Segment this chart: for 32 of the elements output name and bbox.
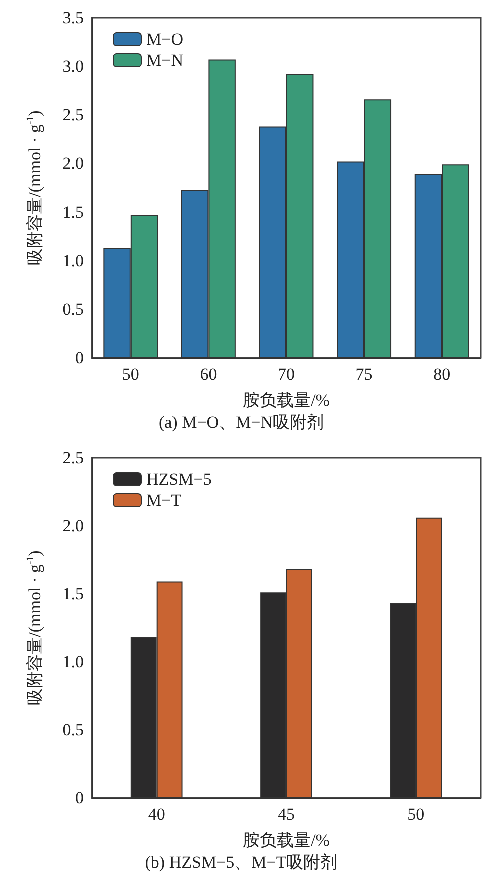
y-tick-label: 1.0 <box>62 652 84 672</box>
text: (a) M−O、M−N吸附剂 <box>158 413 324 432</box>
legend-label: M−T <box>146 491 182 510</box>
x-tick-label: 75 <box>356 365 373 384</box>
y-tick-label: 1.5 <box>62 584 84 604</box>
y-tick-label: 0.5 <box>62 720 84 740</box>
x-tick-label: 60 <box>200 365 218 384</box>
legend-label: M−N <box>146 51 184 70</box>
x-tick-label: 70 <box>278 365 295 384</box>
x-axis-title: 胺负载量/% <box>243 391 330 410</box>
y-tick-label: 2.0 <box>62 154 84 174</box>
x-axis-title: 胺负载量/% <box>243 831 330 850</box>
y-tick-label: 1.5 <box>62 202 84 222</box>
y-tick-label: 3.0 <box>62 57 84 76</box>
y-tick-label: 0 <box>76 348 84 368</box>
y-axis-title: 吸附容量/(mmol · g-1) <box>26 110 44 266</box>
y-tick-label: 1.0 <box>62 251 84 270</box>
text: (b) HZSM−5、M−T吸附剂 <box>145 853 338 872</box>
y-tick-label: 2.5 <box>62 448 84 468</box>
x-tick-label: 80 <box>434 365 451 384</box>
x-tick-label: 45 <box>278 805 295 824</box>
y-tick-label: 3.5 <box>62 8 84 28</box>
legend-label: HZSM−5 <box>146 470 212 489</box>
y-axis-title: 吸附容量/(mmol · g-1) <box>26 550 44 706</box>
x-tick-label: 50 <box>408 805 425 824</box>
y-tick-label: 2.0 <box>62 516 84 536</box>
y-tick-label: 0 <box>76 788 84 808</box>
y-tick-label: 2.5 <box>62 106 84 125</box>
y-tick-label: 0.5 <box>62 300 84 319</box>
x-tick-label: 40 <box>148 805 166 824</box>
x-tick-label: 50 <box>122 365 140 384</box>
legend-label: M−O <box>146 30 184 49</box>
